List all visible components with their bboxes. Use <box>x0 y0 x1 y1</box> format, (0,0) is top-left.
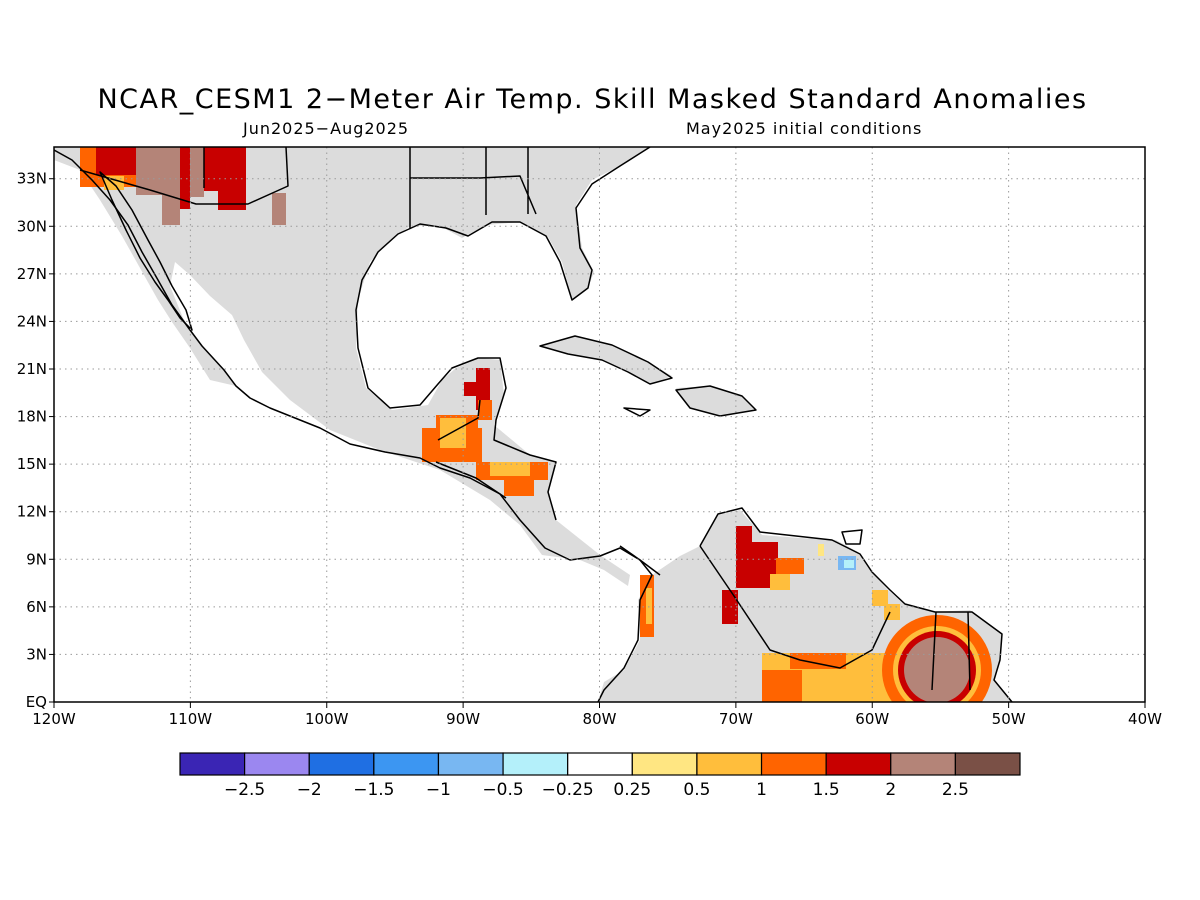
lat-tick-label: 12N <box>17 503 47 521</box>
colorbar-swatch <box>890 752 956 776</box>
colorbar-swatch <box>179 752 246 776</box>
colorbar-label: −2.5 <box>224 780 265 800</box>
anomaly-shading <box>80 147 992 702</box>
latitude-axis: EQ 3N 6N 9N 12N 15N 18N 21N 24N 27N 30N 33N <box>17 170 54 711</box>
lat-tick-label: EQ <box>26 693 47 711</box>
lon-tick-label: 70W <box>719 710 753 728</box>
page-title: NCAR_CESM1 2−Meter Air Temp. Skill Maske… <box>97 84 1088 115</box>
lat-tick-label: 24N <box>17 312 47 330</box>
colorbar-swatch <box>437 752 504 776</box>
longitude-axis: 120W 110W 100W 90W 80W 70W 60W 50W 40W <box>32 702 1162 728</box>
lon-tick-label: 80W <box>583 710 617 728</box>
hispaniola-land <box>676 386 756 416</box>
lon-tick-label: 40W <box>1128 710 1162 728</box>
lat-tick-label: 33N <box>17 170 47 188</box>
colorbar-label: −1 <box>426 780 451 800</box>
colorbar-swatch <box>244 752 310 776</box>
lat-tick-label: 21N <box>17 360 47 378</box>
lon-tick-label: 110W <box>169 710 213 728</box>
colorbar-swatch <box>696 752 763 776</box>
lon-tick-label: 50W <box>992 710 1026 728</box>
initial-conditions-subtitle: May2025 initial conditions <box>686 119 923 138</box>
lon-tick-label: 60W <box>855 710 889 728</box>
north-america-land <box>54 147 650 586</box>
colorbar: −2.5 −2 −1.5 −1 −0.5 −0.25 0.25 0.5 1 1.5 2 2.5 <box>179 752 1021 800</box>
colorbar-label: 2 <box>885 780 896 800</box>
colorbar-swatch <box>954 752 1021 776</box>
coastlines-borders <box>54 147 1013 702</box>
colorbar-swatch <box>502 752 569 776</box>
colorbar-swatch <box>631 752 698 776</box>
cuba-land <box>540 336 672 384</box>
lat-tick-label: 30N <box>17 217 47 235</box>
colorbar-label: −1.5 <box>353 780 394 800</box>
lat-tick-label: 15N <box>17 455 47 473</box>
graticule <box>54 147 1145 702</box>
lon-tick-label: 100W <box>305 710 349 728</box>
season-subtitle: Jun2025−Aug2025 <box>243 119 410 138</box>
colorbar-swatch <box>825 752 892 776</box>
colorbar-swatch <box>373 752 440 776</box>
lat-tick-label: 18N <box>17 408 47 426</box>
lat-tick-label: 9N <box>26 550 47 568</box>
lon-tick-label: 120W <box>32 710 76 728</box>
colorbar-swatch <box>567 752 633 776</box>
lat-tick-label: 6N <box>26 598 47 616</box>
colorbar-label: 1 <box>756 780 767 800</box>
lat-tick-label: 27N <box>17 265 47 283</box>
colorbar-swatch <box>308 752 375 776</box>
colorbar-label: −0.25 <box>542 780 594 800</box>
colorbar-label: 0.5 <box>683 780 710 800</box>
colorbar-label: −2 <box>297 780 322 800</box>
land-masked-regions <box>54 147 1012 702</box>
colorbar-label: 2.5 <box>942 780 969 800</box>
colorbar-label: 1.5 <box>813 780 840 800</box>
colorbar-label: −0.5 <box>482 780 523 800</box>
colorbar-label: 0.25 <box>613 780 651 800</box>
lon-tick-label: 90W <box>446 710 480 728</box>
colorbar-swatch <box>760 752 827 776</box>
lat-tick-label: 3N <box>26 645 47 663</box>
